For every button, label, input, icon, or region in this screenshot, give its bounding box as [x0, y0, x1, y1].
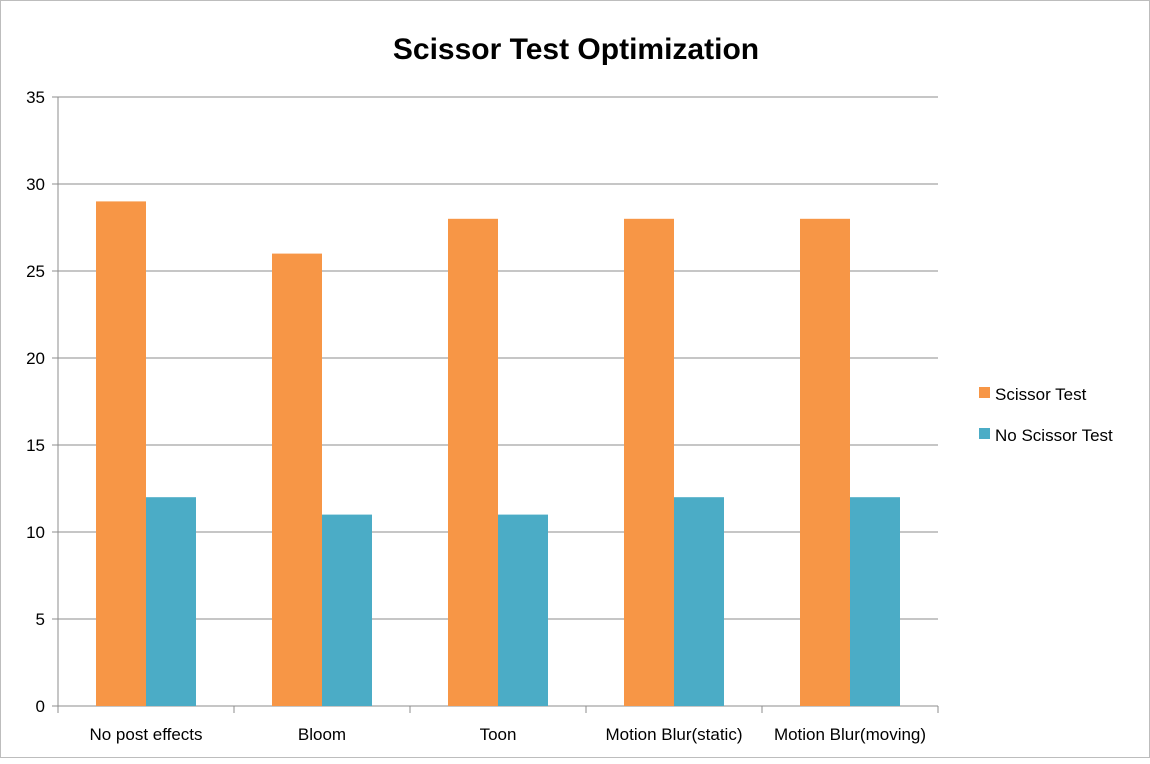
bar-scissor-test-2 — [448, 218, 498, 707]
bars — [96, 201, 900, 707]
x-category-label: Motion Blur(moving) — [774, 725, 926, 744]
legend-swatch — [979, 387, 990, 398]
bar-scissor-test-3 — [624, 218, 674, 707]
legend-swatch — [979, 428, 990, 439]
chart-title: Scissor Test Optimization — [393, 33, 759, 66]
y-tick-label: 10 — [26, 523, 45, 542]
legend: Scissor Test No Scissor Test — [979, 385, 1113, 445]
legend-label: Scissor Test — [995, 385, 1087, 404]
x-category-label: Toon — [480, 725, 517, 744]
bar-no-scissor-test-1 — [322, 514, 372, 706]
legend-label: No Scissor Test — [995, 426, 1113, 445]
bar-no-scissor-test-0 — [146, 497, 196, 706]
axis-labels: 0 5 10 15 20 25 30 35 No post effects Bloom Toon Mo… — [26, 88, 926, 744]
x-category-label: Motion Blur(static) — [606, 725, 743, 744]
y-tick-label: 0 — [36, 697, 45, 716]
y-tick-label: 5 — [36, 610, 45, 629]
bar-no-scissor-test-2 — [498, 514, 548, 706]
bar-scissor-test-0 — [96, 201, 146, 706]
y-tick-label: 20 — [26, 349, 45, 368]
y-tick-label: 30 — [26, 175, 45, 194]
y-tick-label: 35 — [26, 88, 45, 107]
y-tick-label: 15 — [26, 436, 45, 455]
bar-no-scissor-test-4 — [850, 497, 900, 706]
x-category-label: No post effects — [89, 725, 202, 744]
bar-scissor-test-1 — [272, 253, 322, 706]
x-category-label: Bloom — [298, 725, 346, 744]
bar-scissor-test-4 — [800, 218, 850, 707]
y-tick-label: 25 — [26, 262, 45, 281]
bar-no-scissor-test-3 — [674, 497, 724, 706]
